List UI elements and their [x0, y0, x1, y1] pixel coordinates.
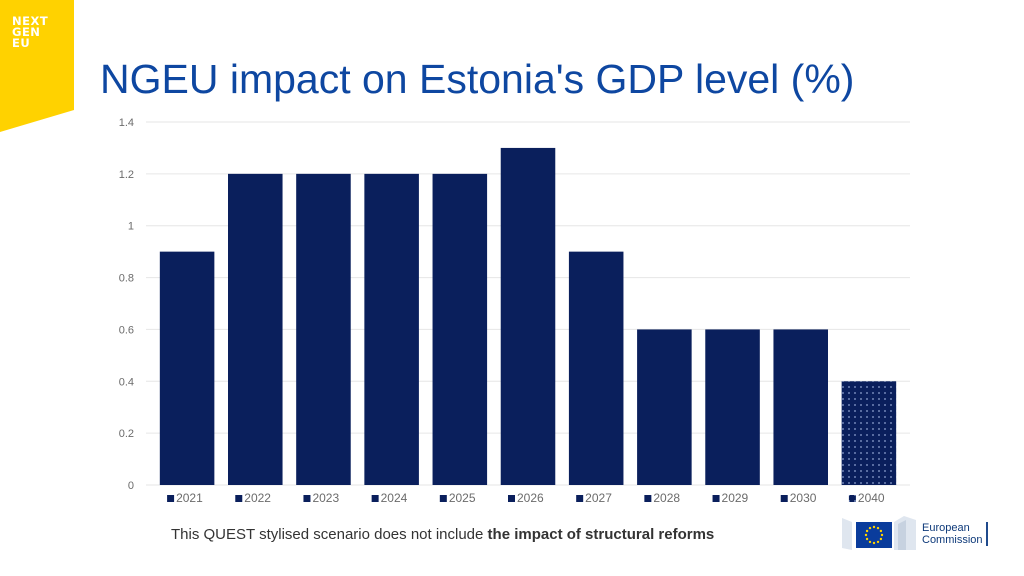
legend-swatch-2027	[576, 495, 583, 502]
legend-label-2022: 2022	[244, 491, 271, 505]
bar-2021	[160, 252, 215, 485]
european-commission-logo: European Commission	[842, 512, 992, 552]
bar-2029	[705, 329, 760, 485]
footnote-plain: This QUEST stylised scenario does not in…	[171, 526, 488, 543]
legend-swatch-2025	[440, 495, 447, 502]
bar-2024	[364, 174, 419, 485]
y-tick-label: 0	[128, 480, 134, 492]
y-tick-label: 0.6	[119, 324, 134, 336]
legend-swatch-2021	[167, 495, 174, 502]
ec-wordmark: European Commission	[922, 522, 983, 546]
y-tick-label: 0.2	[119, 428, 134, 440]
y-tick-label: 0.4	[119, 376, 134, 388]
legend-swatch-2040	[849, 495, 856, 502]
legend-label-2026: 2026	[517, 491, 544, 505]
ec-line-1: European	[922, 522, 983, 534]
bar-2040	[842, 381, 897, 485]
legend-label-2030: 2030	[790, 491, 817, 505]
ec-divider	[986, 522, 988, 546]
bar-2022	[228, 174, 283, 485]
legend-label-2029: 2029	[722, 491, 749, 505]
ec-line-2: Commission	[922, 534, 983, 546]
y-tick-label: 1	[128, 221, 134, 233]
bar-2026	[501, 148, 556, 485]
bar-2028	[637, 329, 692, 485]
footnote: This QUEST stylised scenario does not in…	[171, 526, 714, 543]
bar-2023	[296, 174, 351, 485]
gdp-bar-chart: 0 0.2 0.4 0.6 0.8 1 1.2 1.4 2021 2022 2023 2024 202…	[0, 0, 1024, 520]
legend-swatch-2022	[235, 495, 242, 502]
legend-label-2023: 2023	[312, 491, 339, 505]
legend-label-2025: 2025	[449, 491, 476, 505]
legend-swatch-2023	[303, 495, 310, 502]
legend-label-2040: 2040	[858, 491, 885, 505]
y-tick-label: 1.4	[119, 117, 134, 129]
legend-label-2028: 2028	[653, 491, 680, 505]
bar-2025	[433, 174, 488, 485]
legend-swatch-2030	[781, 495, 788, 502]
eu-flag-icon	[856, 522, 892, 548]
legend-swatch-2029	[713, 495, 720, 502]
footnote-bold: the impact of structural reforms	[488, 526, 715, 543]
bar-2027	[569, 252, 624, 485]
legend-label-2021: 2021	[176, 491, 203, 505]
y-tick-label: 0.8	[119, 273, 134, 285]
legend-swatch-2026	[508, 495, 515, 502]
legend-label-2027: 2027	[585, 491, 612, 505]
bar-2030	[773, 329, 828, 485]
y-tick-label: 1.2	[119, 169, 134, 181]
legend-swatch-2024	[372, 495, 379, 502]
legend-swatch-2028	[644, 495, 651, 502]
legend-label-2024: 2024	[381, 491, 408, 505]
